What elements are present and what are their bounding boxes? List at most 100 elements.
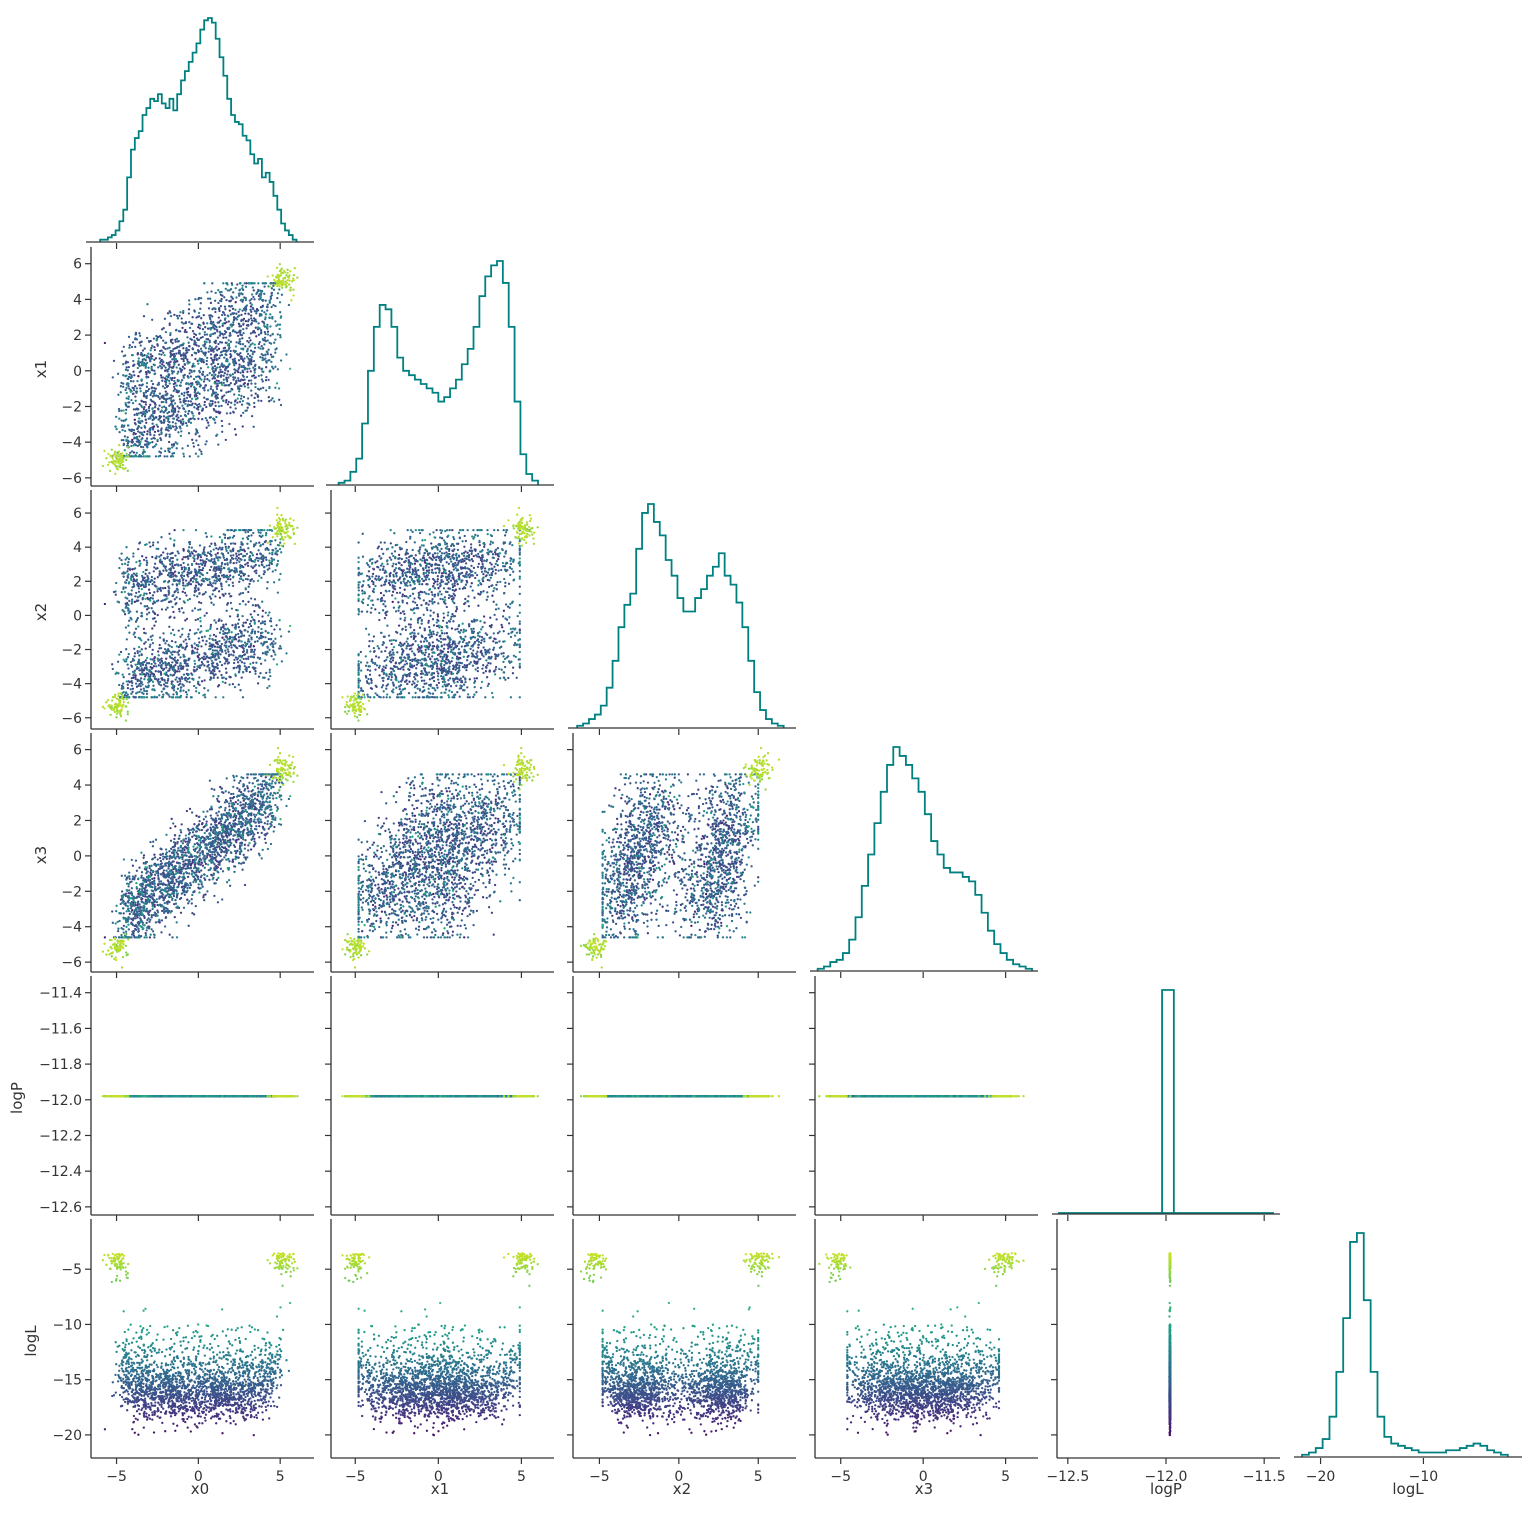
scatter-point xyxy=(272,570,274,572)
scatter-point xyxy=(152,610,154,612)
scatter-point xyxy=(424,561,426,563)
scatter-point xyxy=(218,316,220,318)
scatter-point xyxy=(165,384,167,386)
scatter-point xyxy=(153,661,155,663)
scatter-point xyxy=(274,569,276,571)
scatter-point xyxy=(153,624,155,626)
scatter-point xyxy=(402,668,404,670)
scatter-point xyxy=(257,549,259,551)
scatter-point xyxy=(247,407,249,409)
scatter-point xyxy=(188,658,190,660)
scatter-point xyxy=(219,300,221,302)
y-tick-label: 4 xyxy=(73,540,82,556)
scatter-point xyxy=(268,387,270,389)
scatter-point xyxy=(240,631,242,633)
scatter-point xyxy=(149,644,151,646)
scatter-point xyxy=(268,685,270,687)
scatter-point xyxy=(208,578,210,580)
scatter-point xyxy=(232,376,234,378)
scatter-point xyxy=(185,639,187,641)
scatter-point xyxy=(187,636,189,638)
scatter-point xyxy=(226,550,228,552)
scatter-point xyxy=(230,642,232,644)
scatter-point xyxy=(220,568,222,570)
scatter-point xyxy=(250,344,252,346)
scatter-point xyxy=(244,531,246,533)
scatter-point xyxy=(115,594,117,596)
scatter-point xyxy=(256,636,258,638)
scatter-point xyxy=(235,628,237,630)
scatter-point xyxy=(155,678,157,680)
scatter-point xyxy=(222,282,224,284)
scatter-point xyxy=(195,431,197,433)
scatter-point xyxy=(105,457,107,459)
scatter-point xyxy=(251,578,253,580)
scatter-point xyxy=(261,558,263,560)
scatter-point xyxy=(205,440,207,442)
panel-x2-vs-x0: −6−4−20246 xyxy=(61,490,314,735)
scatter-point xyxy=(212,652,214,654)
y-tick-label: 2 xyxy=(73,574,82,590)
scatter-point xyxy=(266,564,268,566)
scatter-point xyxy=(227,376,229,378)
scatter-point xyxy=(191,610,193,612)
scatter-point xyxy=(204,401,206,403)
scatter-point xyxy=(162,339,164,341)
scatter-point xyxy=(218,380,220,382)
scatter-point xyxy=(177,651,179,653)
scatter-point xyxy=(262,543,264,545)
scatter-point xyxy=(260,529,262,531)
scatter-point xyxy=(139,541,141,543)
scatter-point xyxy=(122,458,124,460)
scatter-point xyxy=(169,563,171,565)
scatter-point xyxy=(281,267,283,269)
scatter-point xyxy=(148,340,150,342)
scatter-point xyxy=(219,331,221,333)
scatter-point xyxy=(265,532,267,534)
scatter-point xyxy=(182,647,184,649)
scatter-point xyxy=(127,713,129,715)
scatter-point xyxy=(242,624,244,626)
scatter-point xyxy=(203,655,205,657)
scatter-point xyxy=(285,353,287,355)
scatter-point xyxy=(152,685,154,687)
scatter-point xyxy=(272,304,274,306)
scatter-point xyxy=(130,618,132,620)
scatter-point xyxy=(160,554,162,556)
scatter-point xyxy=(212,362,214,364)
scatter-point xyxy=(463,546,465,548)
scatter-point xyxy=(133,648,135,650)
scatter-point xyxy=(210,388,212,390)
scatter-point xyxy=(269,524,271,526)
scatter-point xyxy=(157,395,159,397)
scatter-point xyxy=(223,350,225,352)
scatter-point xyxy=(131,589,133,591)
scatter-point xyxy=(289,518,291,520)
scatter-point xyxy=(112,376,114,378)
scatter-point xyxy=(446,632,448,634)
scatter-point xyxy=(249,663,251,665)
scatter-point xyxy=(228,423,230,425)
scatter-point xyxy=(239,546,241,548)
scatter-point xyxy=(125,418,127,420)
scatter-point xyxy=(115,707,117,709)
scatter-point xyxy=(164,318,166,320)
scatter-point xyxy=(238,561,240,563)
scatter-point xyxy=(219,547,221,549)
histogram-x1 xyxy=(339,261,538,485)
scatter-point xyxy=(207,689,209,691)
scatter-point xyxy=(368,640,370,642)
y-tick-label: −4 xyxy=(61,677,82,693)
scatter-point xyxy=(208,667,210,669)
scatter-point xyxy=(159,362,161,364)
scatter-point xyxy=(243,396,245,398)
y-tick-label: 4 xyxy=(73,292,82,308)
scatter-point xyxy=(259,552,261,554)
scatter-point xyxy=(122,586,124,588)
scatter-point xyxy=(219,597,221,599)
scatter-point xyxy=(208,307,210,309)
scatter-point xyxy=(260,292,262,294)
scatter-point xyxy=(138,332,140,334)
scatter-point xyxy=(132,402,134,404)
scatter-point xyxy=(488,683,490,685)
